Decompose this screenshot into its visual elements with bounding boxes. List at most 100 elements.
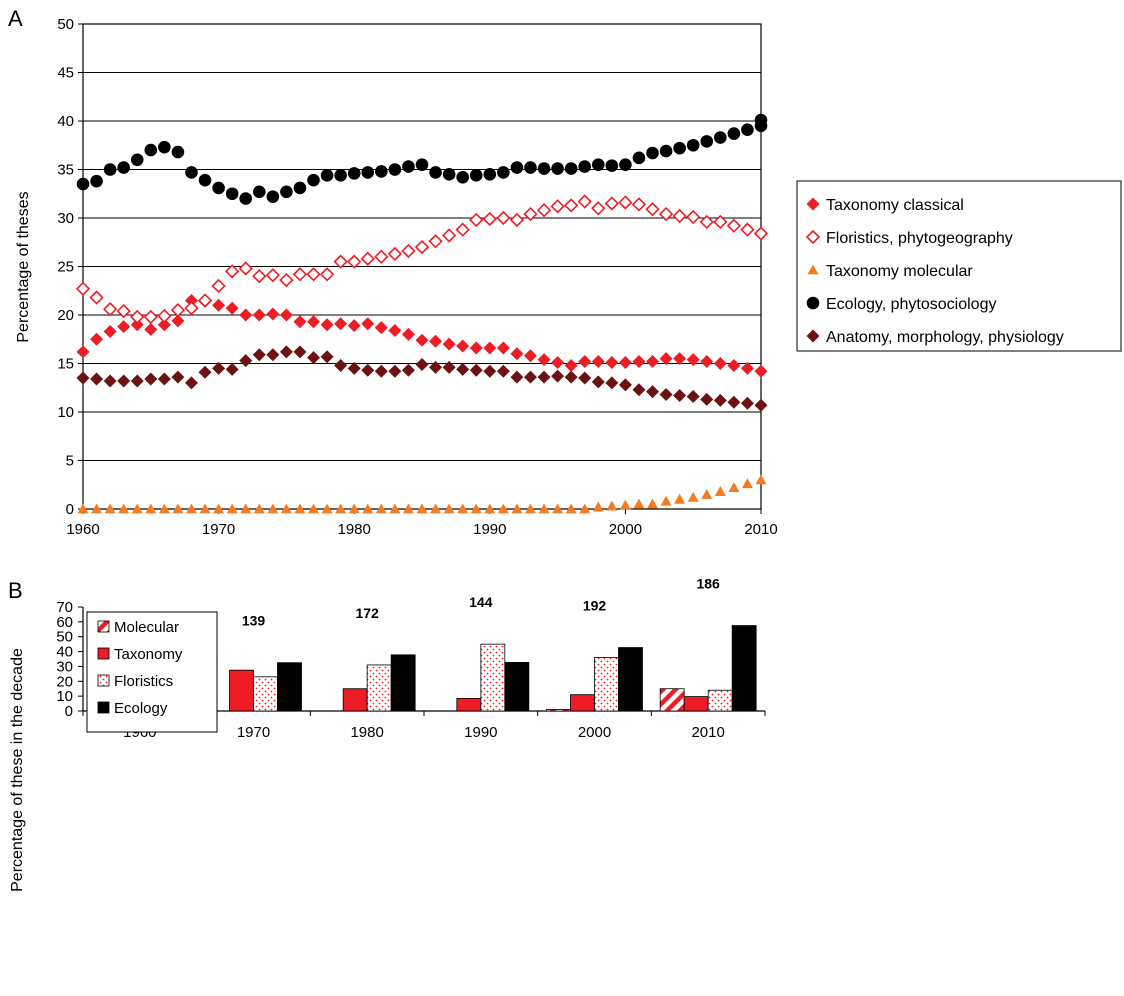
- point-floristics-phytogeography: [279, 272, 294, 288]
- point-ecology-phytosociology: [727, 127, 741, 140]
- point-anatomy-morphology-physiology: [632, 383, 646, 397]
- point-floristics-phytogeography: [401, 243, 416, 259]
- point-anatomy-morphology-physiology: [727, 395, 741, 409]
- point-floristics-phytogeography: [686, 209, 701, 225]
- point-floristics-phytogeography: [645, 202, 660, 217]
- panel-b-x-tick-label: 1980: [350, 724, 383, 741]
- point-anatomy-morphology-physiology: [456, 362, 470, 376]
- point-ecology-phytosociology: [402, 160, 415, 173]
- point-taxonomy-molecular: [524, 503, 536, 514]
- point-ecology-phytosociology: [591, 158, 605, 171]
- point-anatomy-morphology-physiology: [442, 360, 456, 374]
- point-taxonomy-molecular: [308, 503, 320, 514]
- point-taxonomy-molecular: [199, 503, 211, 514]
- point-taxonomy-molecular: [402, 503, 414, 514]
- point-taxonomy-classical: [117, 320, 131, 334]
- panel-a-grid: [83, 72, 761, 461]
- point-taxonomy-classical: [103, 324, 117, 338]
- point-ecology-phytosociology: [293, 181, 307, 195]
- point-ecology-phytosociology: [76, 177, 90, 191]
- point-anatomy-morphology-physiology: [90, 372, 104, 386]
- point-taxonomy-classical: [239, 308, 253, 322]
- panel-a-y-tick-label: 30: [57, 210, 74, 227]
- panel-b-y-tick-label: 70: [56, 599, 73, 616]
- point-taxonomy-classical: [578, 355, 592, 369]
- panel-b-y-tick-label: 0: [65, 703, 73, 720]
- bar-floristics-2010: [707, 689, 733, 712]
- count-label-1990: 144: [469, 594, 493, 610]
- point-taxonomy-molecular: [660, 495, 672, 506]
- legend-marker-ecology-phytosociology: [806, 296, 820, 310]
- point-taxonomy-classical: [388, 324, 402, 338]
- point-taxonomy-classical: [401, 327, 415, 341]
- point-taxonomy-molecular: [240, 503, 252, 514]
- legend-label-taxonomy: Taxonomy: [114, 646, 183, 663]
- point-taxonomy-classical: [266, 307, 280, 321]
- point-ecology-phytosociology: [415, 158, 429, 171]
- point-floristics-phytogeography: [428, 234, 443, 249]
- panel-b-x-tick-label: 2000: [578, 724, 611, 741]
- point-floristics-phytogeography: [672, 208, 687, 224]
- point-taxonomy-molecular: [104, 503, 116, 514]
- point-floristics-phytogeography: [455, 222, 470, 237]
- panel-a-y-tick-label: 45: [57, 65, 74, 82]
- point-anatomy-morphology-physiology: [740, 396, 754, 410]
- point-taxonomy-molecular: [701, 488, 713, 499]
- point-taxonomy-classical: [307, 315, 321, 329]
- count-label-2000: 192: [583, 598, 607, 614]
- point-taxonomy-classical: [605, 356, 619, 370]
- point-taxonomy-molecular: [375, 503, 387, 514]
- point-taxonomy-classical: [374, 321, 388, 335]
- point-anatomy-morphology-physiology: [293, 345, 307, 359]
- panel-b-x-tick-label: 2010: [691, 724, 724, 741]
- point-anatomy-morphology-physiology: [754, 398, 768, 412]
- point-taxonomy-classical: [551, 356, 565, 370]
- point-taxonomy-molecular: [416, 503, 428, 514]
- point-ecology-phytosociology: [469, 169, 483, 182]
- point-taxonomy-molecular: [185, 503, 197, 514]
- point-floristics-phytogeography: [333, 254, 348, 269]
- bar-ecology-2010: [731, 625, 757, 712]
- point-anatomy-morphology-physiology: [686, 389, 700, 403]
- point-ecology-phytosociology: [239, 192, 253, 205]
- point-anatomy-morphology-physiology: [117, 374, 131, 388]
- bar-ecology-1980: [390, 654, 416, 712]
- panel-a-x-tick-label: 1990: [473, 521, 506, 538]
- legend-label-molecular: Molecular: [114, 619, 179, 636]
- point-ecology-phytosociology: [130, 153, 144, 167]
- point-floristics-phytogeography: [713, 214, 728, 230]
- point-floristics-phytogeography: [482, 211, 497, 227]
- point-ecology-phytosociology: [103, 163, 117, 176]
- point-taxonomy-classical: [429, 334, 443, 348]
- point-taxonomy-classical: [469, 341, 483, 355]
- point-taxonomy-classical: [740, 361, 754, 375]
- point-floristics-phytogeography: [509, 212, 525, 228]
- panel-b-x-tick-label: 1970: [237, 724, 270, 741]
- point-ecology-phytosociology: [320, 169, 334, 182]
- series-floristics-phytogeography: [75, 194, 769, 325]
- point-ecology-phytosociology: [388, 163, 402, 176]
- legend-swatch-molecular: [97, 620, 110, 633]
- point-floristics-phytogeography: [252, 269, 267, 284]
- panel-b-y-tick-label: 50: [56, 629, 73, 646]
- point-taxonomy-molecular: [728, 482, 740, 493]
- point-floristics-phytogeography: [618, 195, 633, 210]
- point-ecology-phytosociology: [198, 173, 212, 187]
- point-taxonomy-molecular: [253, 503, 265, 514]
- panel-a-legend-items: Taxonomy classical Floristics, phytogeogr…: [805, 197, 1064, 346]
- panel-a-x-ticks: 1960 1970 1980 1990 2000 2010: [66, 509, 778, 538]
- point-ecology-phytosociology: [456, 170, 469, 184]
- point-anatomy-morphology-physiology: [320, 350, 334, 364]
- point-anatomy-morphology-physiology: [673, 389, 687, 403]
- point-taxonomy-classical: [130, 318, 144, 332]
- point-anatomy-morphology-physiology: [713, 393, 727, 407]
- point-taxonomy-molecular: [619, 499, 631, 510]
- panel-a-legend: [796, 180, 1122, 352]
- point-ecology-phytosociology: [714, 131, 727, 144]
- point-anatomy-morphology-physiology: [266, 348, 280, 362]
- panel-b: B Percentage of these in the decade 0102…: [8, 576, 766, 892]
- point-taxonomy-molecular: [118, 503, 130, 514]
- point-anatomy-morphology-physiology: [401, 363, 415, 377]
- point-taxonomy-classical: [673, 352, 687, 366]
